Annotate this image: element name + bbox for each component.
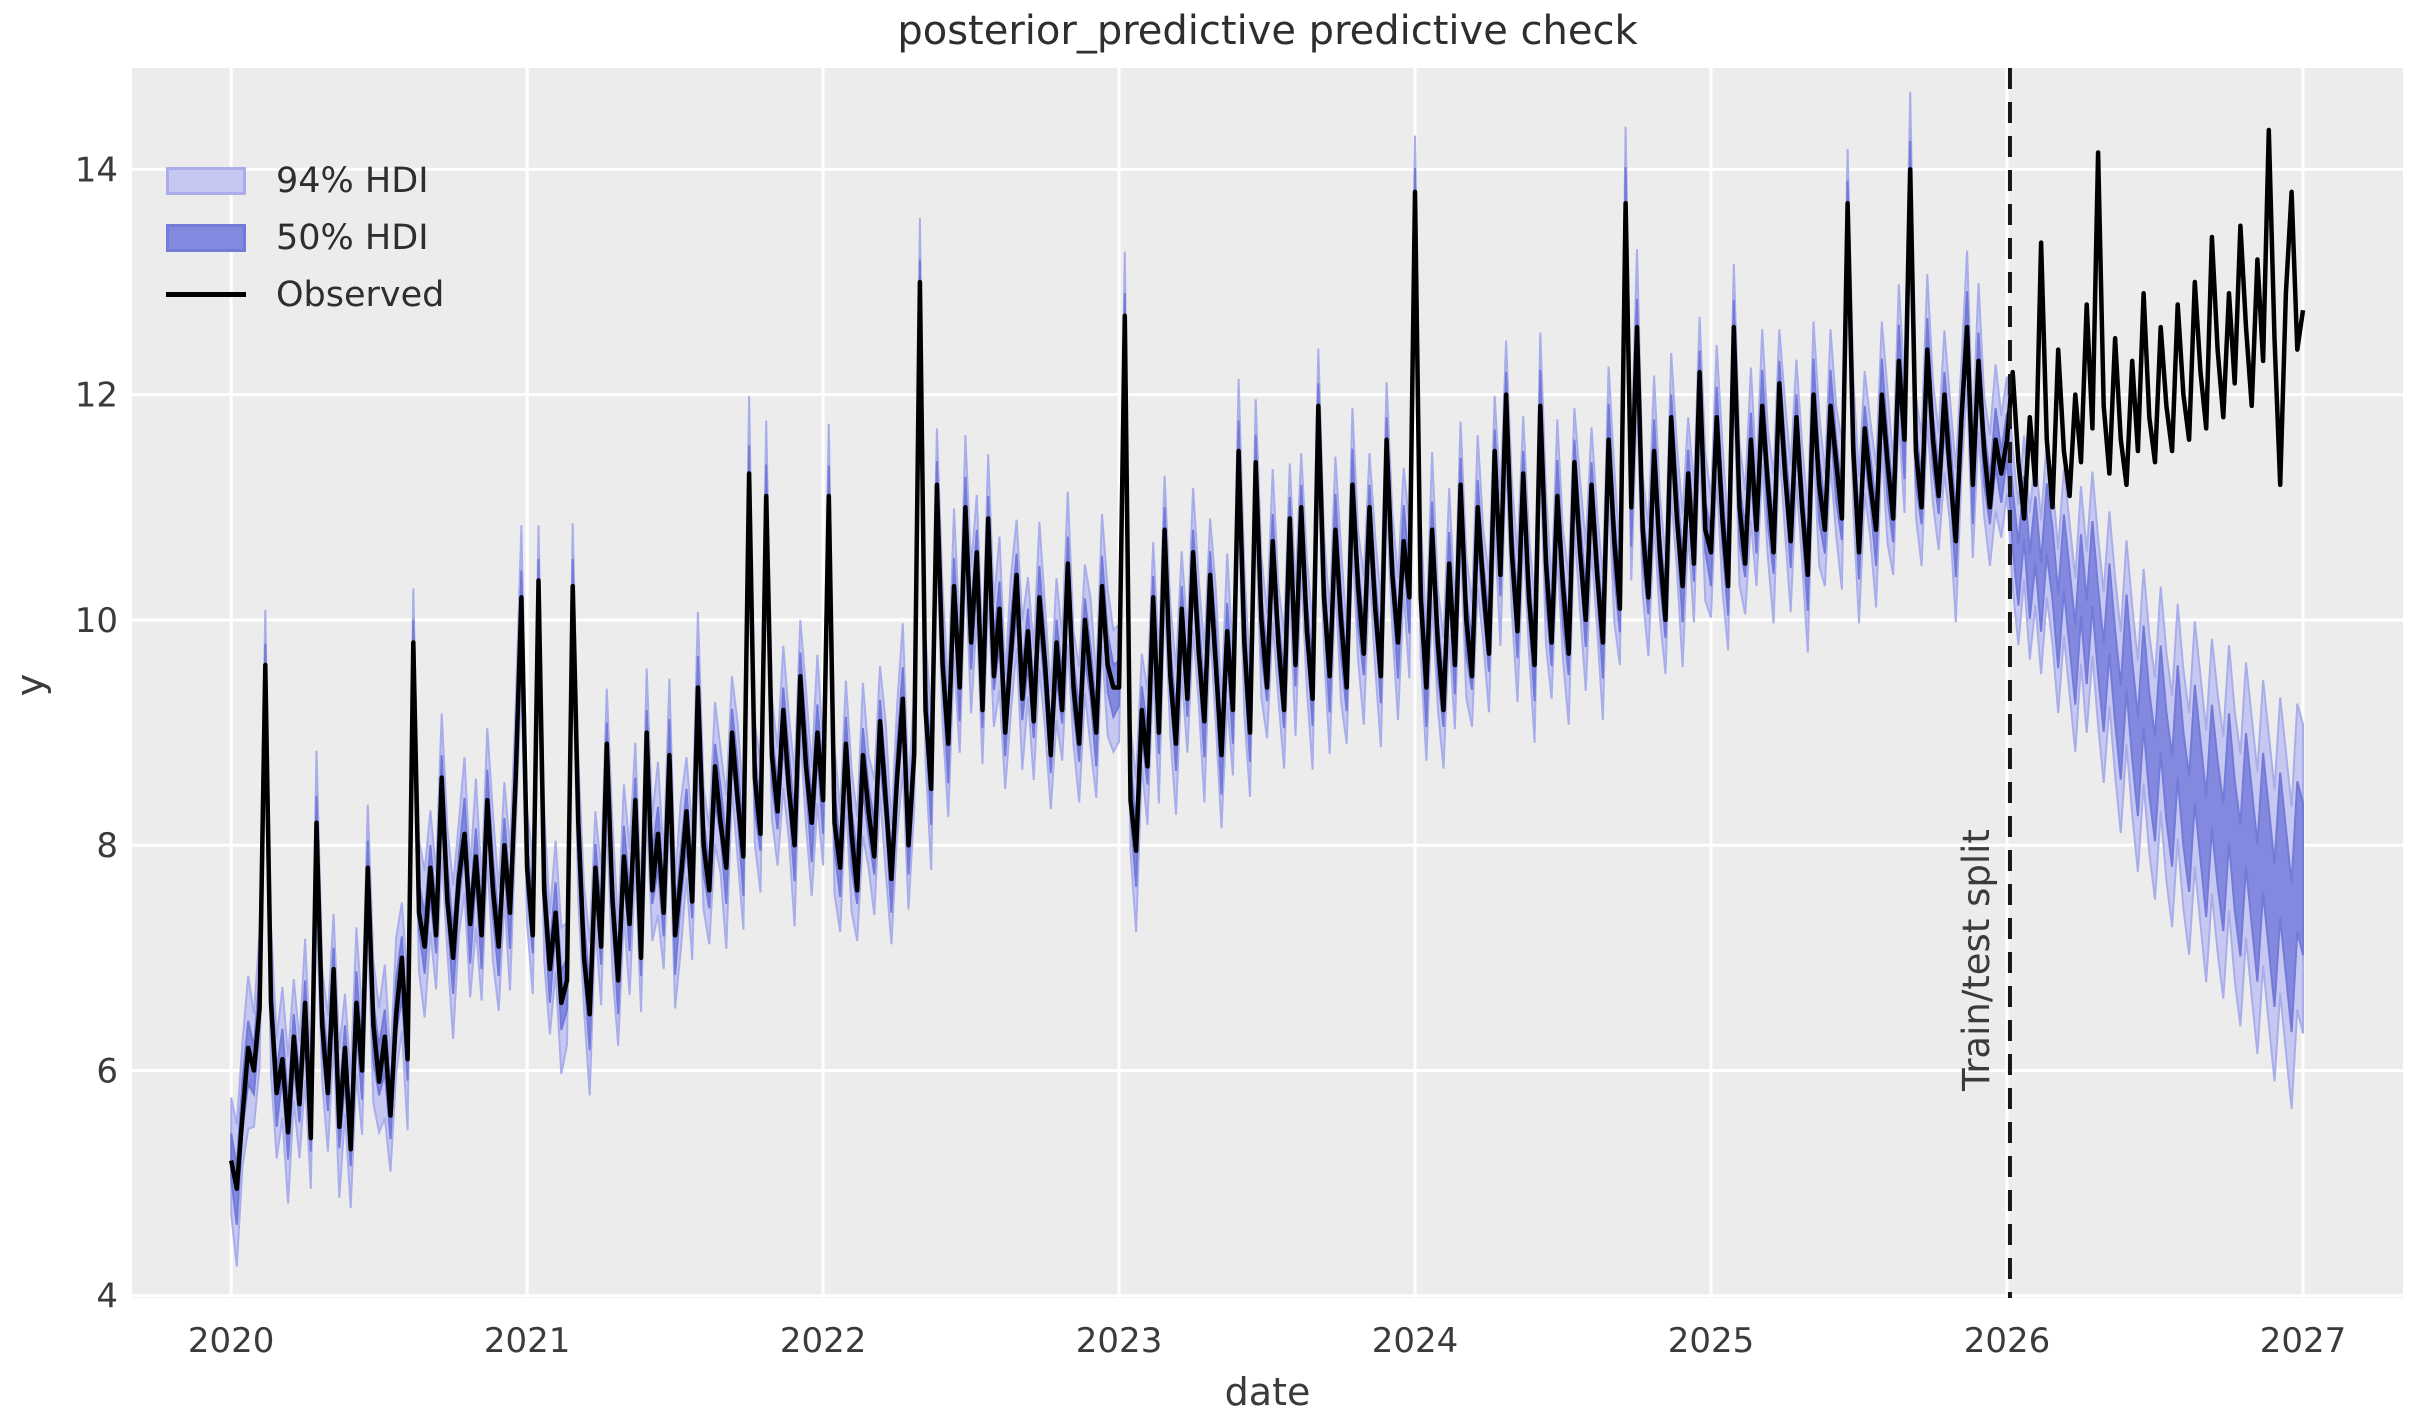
x-tick-label: 2021 [484, 1321, 571, 1361]
x-tick-label: 2026 [1964, 1321, 2051, 1361]
y-tick-label: 14 [75, 150, 118, 190]
x-tick-label: 2023 [1076, 1321, 1163, 1361]
observed-line-swatch [166, 292, 246, 297]
legend-row-94-hdi: 94% HDI [166, 152, 444, 209]
x-tick-label: 2024 [1372, 1321, 1459, 1361]
hdi94-swatch [166, 166, 246, 195]
y-tick-label: 12 [75, 376, 118, 416]
y-tick-label: 10 [75, 601, 118, 641]
legend-row-50-hdi: 50% HDI [166, 209, 444, 266]
legend: 94% HDI 50% HDI Observed [166, 152, 444, 323]
y-tick-label: 4 [96, 1277, 118, 1317]
x-tick-label: 2020 [188, 1321, 275, 1361]
observed-line [228, 127, 2306, 1191]
legend-label-94-hdi: 94% HDI [276, 160, 429, 201]
train-test-split-annotation: Train/test split [1955, 829, 1998, 1091]
x-axis-label: date [1224, 1370, 1311, 1414]
y-axis-label: y [8, 673, 52, 697]
x-tick-label: 2027 [2260, 1321, 2347, 1361]
legend-label-50-hdi: 50% HDI [276, 217, 429, 258]
legend-row-observed: Observed [166, 266, 444, 323]
y-tick-label: 8 [96, 826, 118, 866]
x-tick-label: 2022 [780, 1321, 867, 1361]
data-layer [228, 68, 2306, 1298]
x-tick-label: 2025 [1668, 1321, 1755, 1361]
legend-label-observed: Observed [276, 274, 445, 315]
y-tick-label: 6 [96, 1051, 118, 1091]
hdi50-swatch [166, 223, 246, 252]
chart-title: posterior_predictive predictive check [897, 8, 1638, 54]
